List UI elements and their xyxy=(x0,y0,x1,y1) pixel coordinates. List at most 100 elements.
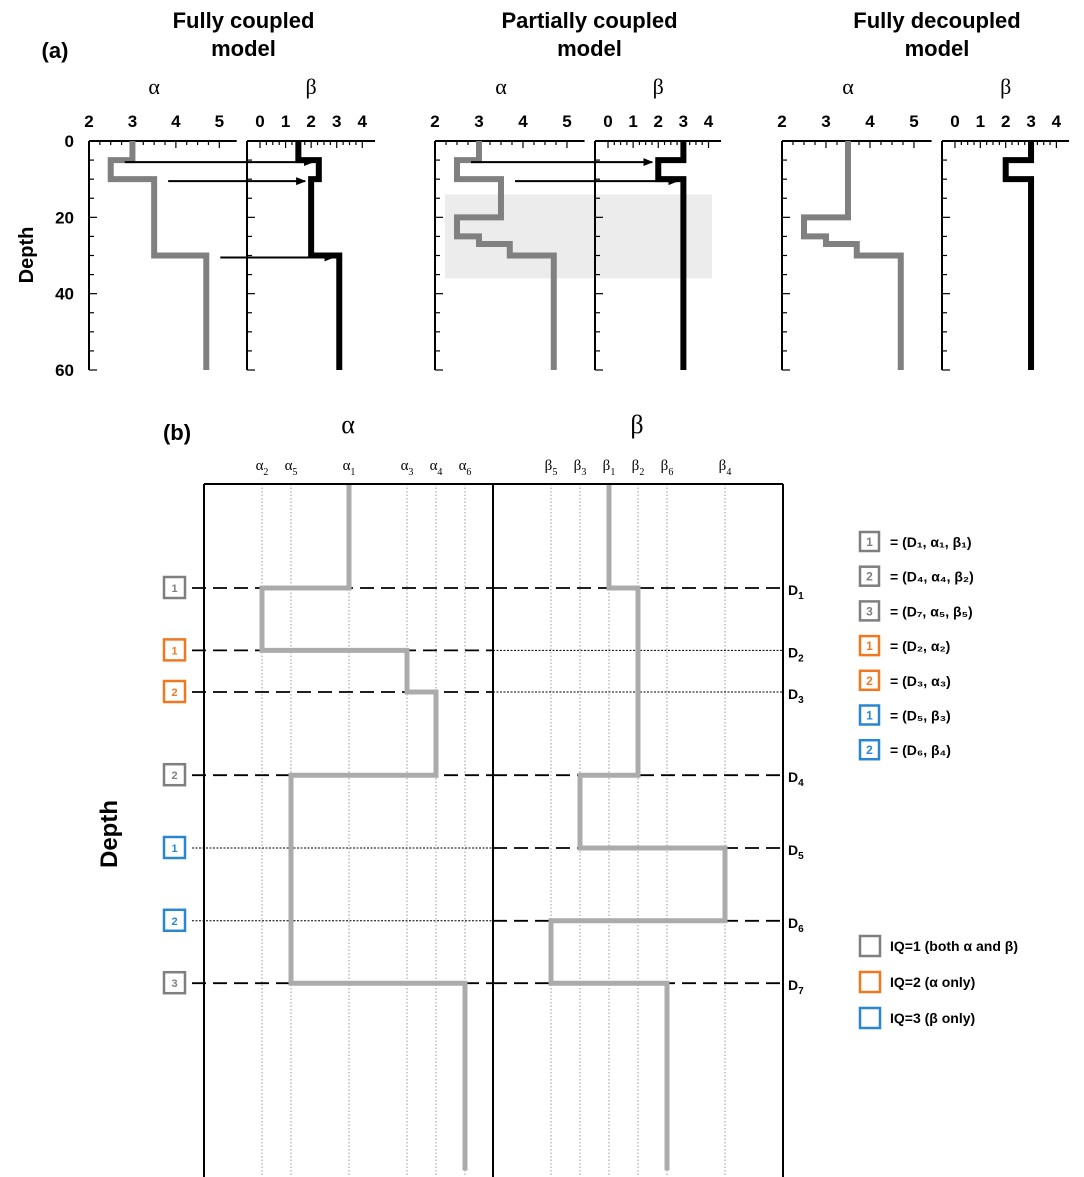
beta-axis-symbol: β xyxy=(653,74,664,99)
legend-marker-square xyxy=(858,669,881,692)
beta-profile-line xyxy=(548,484,728,1171)
beta-param-label-subscript: 6 xyxy=(668,467,673,478)
alpha-param-label-symbol: α xyxy=(459,458,467,474)
beta-tick-label: 4 xyxy=(704,112,714,131)
interface-depth-label: D6 xyxy=(788,915,804,935)
iq-marker-square xyxy=(162,970,187,995)
parameter-labels: α2 α5 α1 α3 α4 α6 β5 β3 β1 β2 β6 β4 xyxy=(256,458,732,478)
beta-param-label: β5 xyxy=(545,458,558,478)
legend-entry-text: = (D₅, β₃) xyxy=(890,708,951,724)
interface-depth-label: D7 xyxy=(788,977,804,997)
legend-entry: 1 = (D₂, α₂) xyxy=(858,634,950,657)
beta-tick-label: 0 xyxy=(950,112,959,131)
beta-profile-line xyxy=(295,141,343,370)
legend-marker-number: 2 xyxy=(866,743,873,757)
legend-marker-square xyxy=(858,704,881,726)
beta-param-label-symbol: β xyxy=(719,458,727,474)
iq-marker-number: 3 xyxy=(171,978,177,990)
panel-a-depth-label: Depth xyxy=(16,227,38,284)
alpha-tick-label: 4 xyxy=(171,112,181,131)
beta-param-label-symbol: β xyxy=(632,458,640,474)
alpha-param-label: α3 xyxy=(401,458,414,478)
legend-marker-square xyxy=(858,600,881,622)
alpha-tick-label: 3 xyxy=(128,112,137,131)
legend-marker-number: 3 xyxy=(866,604,873,618)
beta-tick-label: 4 xyxy=(1052,112,1062,131)
parameter-gridlines xyxy=(261,484,726,1177)
alpha-param-label-subscript: 6 xyxy=(466,467,471,478)
beta-param-label-subscript: 5 xyxy=(552,467,557,478)
beta-tick-label: 1 xyxy=(628,112,637,131)
beta-param-label-subscript: 2 xyxy=(639,467,644,478)
alpha-axis-symbol: α xyxy=(148,74,160,99)
iq-marker-box: 1 xyxy=(162,835,187,860)
iq-marker-box: 3 xyxy=(162,970,187,995)
interface-depth-label-subscript: 2 xyxy=(798,653,804,664)
alpha-param-label: α1 xyxy=(343,458,356,478)
beta-param-label: β2 xyxy=(632,458,645,478)
interface-depth-label-symbol: D xyxy=(788,686,798,702)
interface-depth-label-symbol: D xyxy=(788,915,798,931)
interface-depth-label: D5 xyxy=(788,842,804,862)
beta-profile-line xyxy=(655,141,687,370)
iq-legend-square xyxy=(858,1006,882,1030)
beta-tick-label: 3 xyxy=(332,112,341,131)
alpha-param-label-subscript: 3 xyxy=(408,467,413,478)
legend-marker-square xyxy=(858,565,881,587)
panel-b-beta-header: β xyxy=(630,410,643,439)
iq-marker-number: 1 xyxy=(171,645,177,657)
beta-param-label: β6 xyxy=(661,458,674,478)
beta-param-label: β1 xyxy=(603,458,616,478)
alpha-tick-label: 4 xyxy=(518,112,528,131)
beta-axis-symbol: β xyxy=(1000,74,1011,99)
iq-marker-square xyxy=(162,908,187,933)
alpha-profile-line xyxy=(259,484,468,1171)
model-title-line1: Fully coupled xyxy=(173,8,315,33)
legend-marker-number: 2 xyxy=(866,674,873,688)
interface-depth-label-subscript: 7 xyxy=(798,986,804,997)
interface-depth-label-symbol: D xyxy=(788,644,798,660)
depth-tick-label: 40 xyxy=(55,285,74,304)
beta-param-label-symbol: β xyxy=(661,458,669,474)
iq-marker-box: 1 xyxy=(162,638,187,662)
iq-marker-box: 2 xyxy=(162,908,187,933)
alpha-param-label: α2 xyxy=(256,458,269,478)
iq-legend-text: IQ=1 (both α and β) xyxy=(890,938,1018,954)
iq-marker-square xyxy=(162,575,187,600)
panel-a-label: (a) xyxy=(42,38,69,63)
interface-depth-label: D4 xyxy=(788,769,804,789)
alpha-tick-label: 3 xyxy=(821,112,830,131)
legend-entry-text: = (D₃, α₃) xyxy=(890,673,951,689)
panel-b-frame xyxy=(203,483,784,1177)
interface-depth-label: D1 xyxy=(788,582,804,602)
legend-marker-square xyxy=(858,738,881,761)
alpha-param-label: α6 xyxy=(459,458,472,478)
interface-depth-label-symbol: D xyxy=(788,842,798,858)
panel-b-label: (b) xyxy=(163,420,191,445)
iq-marker-box: 2 xyxy=(162,762,187,787)
alpha-tick-label: 4 xyxy=(865,112,875,131)
model-title-line2: model xyxy=(211,36,276,61)
iq-marker-square xyxy=(162,835,187,860)
beta-param-label-symbol: β xyxy=(574,458,582,474)
iq-marker-box: 2 xyxy=(162,679,187,704)
model-title-line2: model xyxy=(557,36,622,61)
legend-marker-number: 1 xyxy=(866,639,873,653)
depth-tick-label: 20 xyxy=(55,208,74,227)
legend-entry-text: = (D₂, α₂) xyxy=(890,638,950,654)
interface-depth-label: D3 xyxy=(788,686,804,706)
iq-legend-entry: IQ=3 (β only) xyxy=(858,1006,975,1030)
legend-entry: 1 = (D₁, α₁, β₁) xyxy=(858,530,972,553)
alpha-tick-label: 2 xyxy=(777,112,786,131)
model-title-line2: model xyxy=(905,36,970,61)
beta-tick-label: 0 xyxy=(255,112,264,131)
model-title-line1: Partially coupled xyxy=(501,8,677,33)
beta-tick-label: 2 xyxy=(654,112,663,131)
beta-tick-label: 2 xyxy=(306,112,315,131)
beta-param-label: β4 xyxy=(719,458,732,478)
alpha-profile-line xyxy=(453,141,557,370)
interface-depth-label-subscript: 4 xyxy=(798,778,804,789)
iq-legend-entry: IQ=2 (α only) xyxy=(858,970,975,994)
